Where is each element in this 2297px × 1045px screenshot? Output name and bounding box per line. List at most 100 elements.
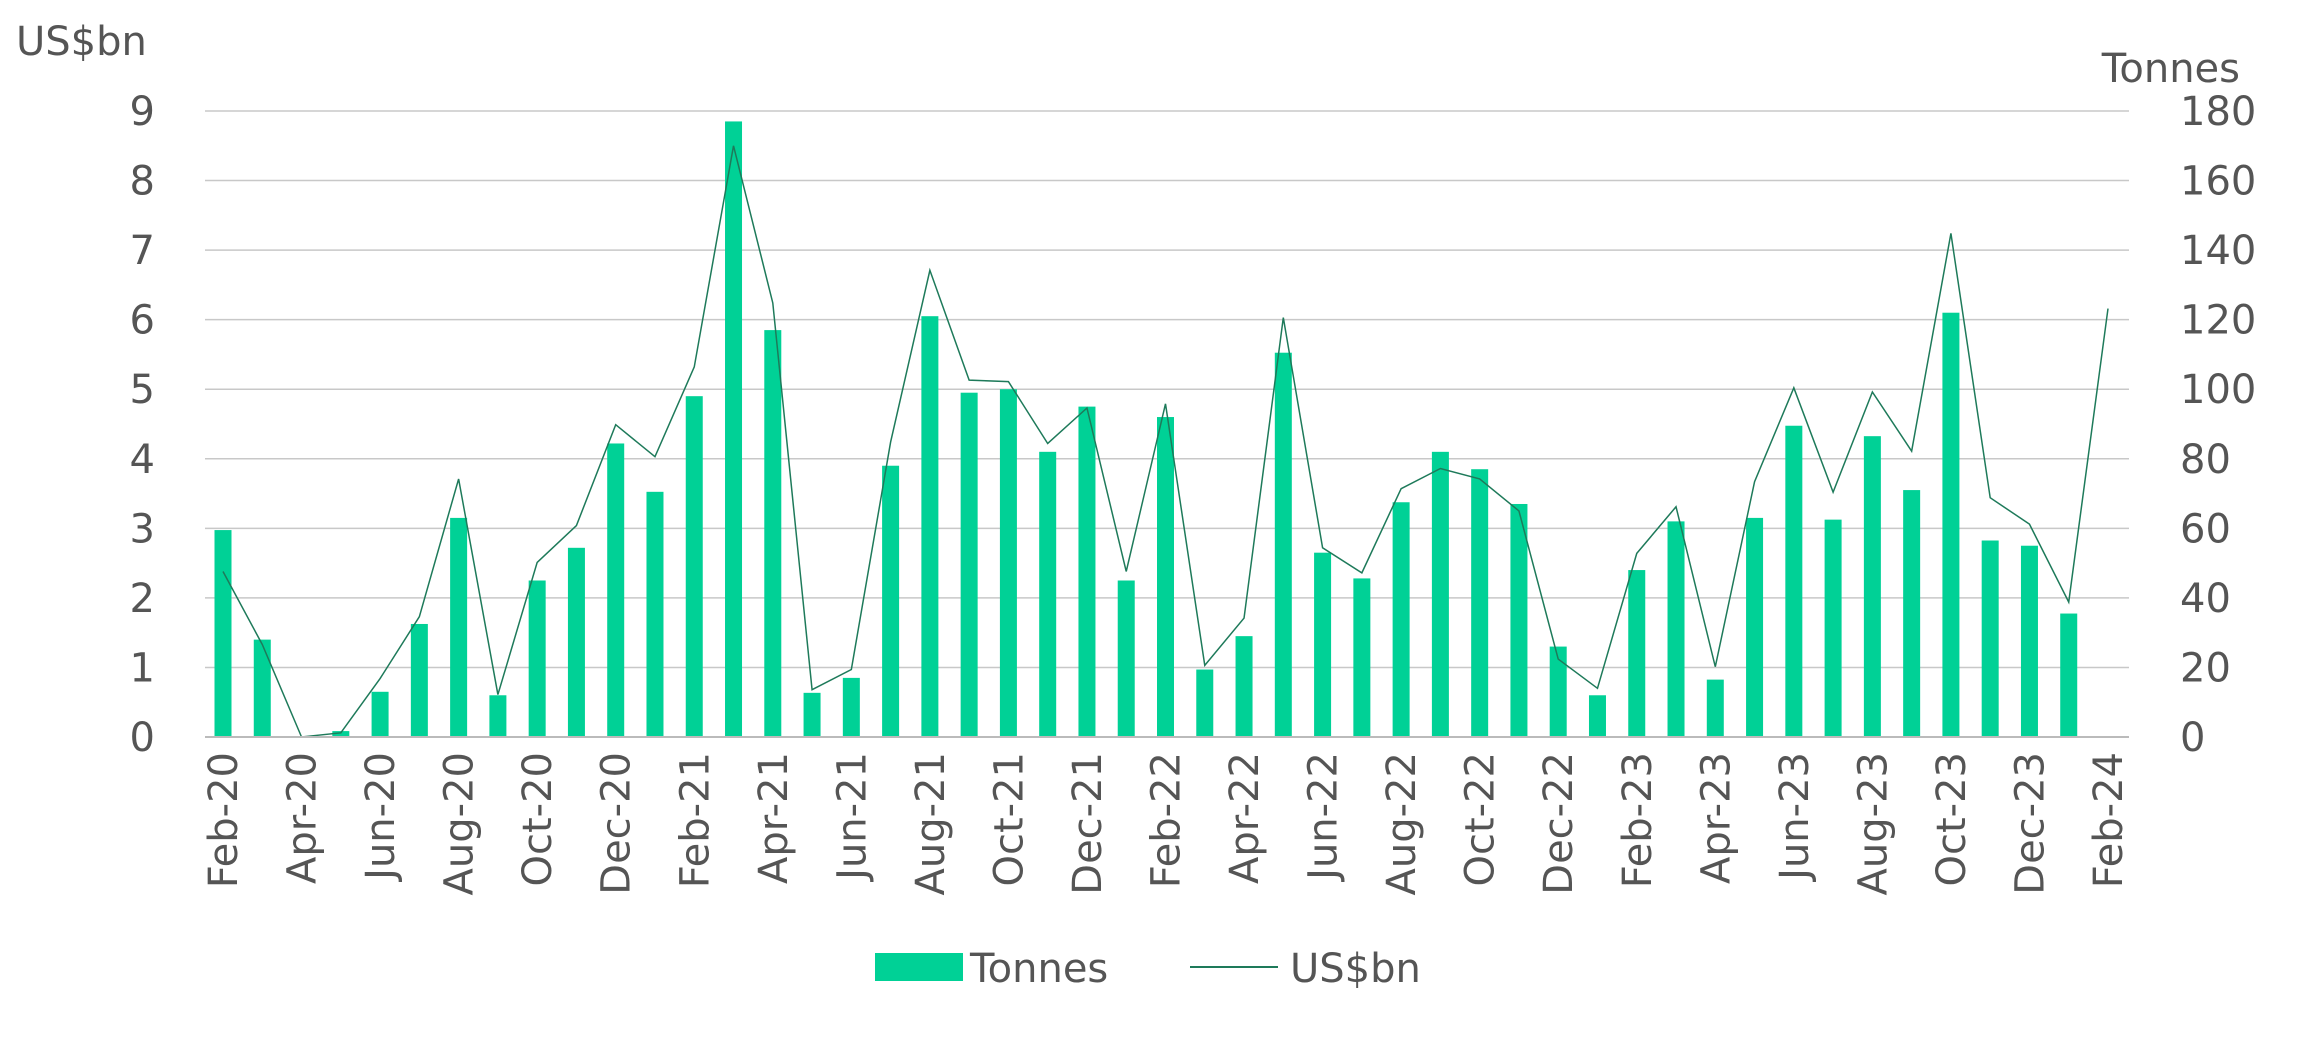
right-tick-label: 40 bbox=[2180, 576, 2231, 622]
right-tick-label: 0 bbox=[2180, 715, 2205, 761]
bar-Feb-21 bbox=[686, 396, 703, 737]
bar-Jun-23 bbox=[1785, 426, 1802, 737]
x-tick-label: Jun-23 bbox=[1772, 752, 1818, 883]
x-tick-label: Feb-24 bbox=[2086, 752, 2132, 888]
left-axis-ticks: 0 1 2 3 4 5 6 7 8 9 bbox=[130, 89, 155, 761]
bar-Mar-23 bbox=[1668, 521, 1685, 737]
right-tick-label: 120 bbox=[2180, 298, 2256, 344]
bar-Feb-20 bbox=[215, 530, 232, 737]
x-tick-label: Aug-22 bbox=[1379, 752, 1425, 895]
bar-Mar-21 bbox=[725, 121, 742, 737]
right-tick-label: 80 bbox=[2180, 437, 2231, 483]
x-tick-label: Jun-20 bbox=[358, 752, 404, 883]
left-tick-label: 8 bbox=[130, 159, 155, 205]
bar-May-22 bbox=[1275, 353, 1292, 737]
legend-label-tonnes: Tonnes bbox=[969, 946, 1108, 992]
bar-Apr-21 bbox=[764, 330, 781, 737]
bar-Jan-23 bbox=[1589, 695, 1606, 737]
bar-May-21 bbox=[804, 693, 821, 737]
left-tick-label: 4 bbox=[130, 437, 155, 483]
bar-Jul-22 bbox=[1353, 578, 1370, 737]
x-tick-label: Dec-21 bbox=[1065, 752, 1111, 895]
bar-series-tonnes bbox=[215, 121, 2078, 737]
x-tick-label: Aug-20 bbox=[437, 752, 483, 895]
bar-Oct-21 bbox=[1000, 389, 1017, 737]
bar-Aug-23 bbox=[1864, 436, 1881, 737]
right-tick-label: 160 bbox=[2180, 159, 2256, 205]
left-tick-label: 9 bbox=[130, 89, 155, 135]
left-tick-label: 3 bbox=[130, 506, 155, 552]
x-tick-label: Oct-21 bbox=[986, 752, 1032, 887]
bar-May-23 bbox=[1746, 518, 1763, 737]
x-tick-label: Apr-20 bbox=[280, 752, 326, 884]
right-tick-label: 100 bbox=[2180, 367, 2256, 413]
x-tick-label: Dec-20 bbox=[594, 752, 640, 895]
bar-Apr-23 bbox=[1707, 680, 1724, 737]
left-tick-label: 6 bbox=[130, 298, 155, 344]
right-axis-ticks: 0 20 40 60 80 100 120 140 160 180 bbox=[2180, 89, 2256, 761]
bar-Sep-21 bbox=[961, 393, 978, 737]
bar-Nov-22 bbox=[1510, 504, 1527, 737]
x-tick-label: Jun-21 bbox=[829, 752, 875, 883]
bar-Mar-20 bbox=[254, 640, 271, 737]
x-tick-label: Apr-22 bbox=[1222, 752, 1268, 884]
right-tick-label: 140 bbox=[2180, 228, 2256, 274]
x-tick-label: Apr-21 bbox=[751, 752, 797, 884]
bar-Apr-22 bbox=[1236, 636, 1253, 737]
bar-Jul-20 bbox=[411, 624, 428, 737]
bar-Aug-21 bbox=[921, 316, 938, 737]
legend-swatch-tonnes bbox=[875, 953, 963, 981]
bar-Aug-20 bbox=[450, 518, 467, 737]
left-tick-label: 2 bbox=[130, 576, 155, 622]
left-tick-label: 7 bbox=[130, 228, 155, 274]
x-tick-label: Feb-21 bbox=[672, 752, 718, 888]
left-tick-label: 0 bbox=[130, 715, 155, 761]
bar-Oct-20 bbox=[529, 581, 546, 738]
x-tick-label: Jun-22 bbox=[1301, 752, 1347, 883]
bar-Jan-21 bbox=[646, 492, 663, 737]
bar-Sep-20 bbox=[489, 695, 506, 737]
x-tick-label: Aug-21 bbox=[908, 752, 954, 895]
x-tick-label: Dec-23 bbox=[2007, 752, 2053, 895]
bar-Dec-21 bbox=[1078, 407, 1095, 737]
right-tick-label: 20 bbox=[2180, 645, 2231, 691]
left-axis-label: US$bn bbox=[16, 19, 147, 65]
bar-Nov-20 bbox=[568, 548, 585, 737]
left-tick-label: 1 bbox=[130, 645, 155, 691]
bar-Oct-22 bbox=[1471, 469, 1488, 737]
bar-Dec-22 bbox=[1550, 647, 1567, 737]
left-tick-label: 5 bbox=[130, 367, 155, 413]
x-tick-label: Oct-22 bbox=[1458, 752, 1504, 887]
right-axis-label: Tonnes bbox=[2101, 46, 2240, 92]
right-tick-label: 60 bbox=[2180, 506, 2231, 552]
bar-Feb-23 bbox=[1628, 570, 1645, 737]
bar-Aug-22 bbox=[1393, 502, 1410, 737]
bar-Oct-23 bbox=[1942, 313, 1959, 737]
bar-Jun-22 bbox=[1314, 553, 1331, 737]
bar-Dec-20 bbox=[607, 443, 624, 737]
bar-Dec-23 bbox=[2021, 546, 2038, 737]
bar-Nov-23 bbox=[1982, 541, 1999, 737]
bar-Feb-22 bbox=[1157, 417, 1174, 737]
x-tick-label: Oct-23 bbox=[1929, 752, 1975, 887]
x-tick-label: Dec-22 bbox=[1536, 752, 1582, 895]
bar-Sep-23 bbox=[1903, 490, 1920, 737]
legend-label-usbn: US$bn bbox=[1290, 946, 1421, 992]
right-tick-label: 180 bbox=[2180, 89, 2256, 135]
bar-Sep-22 bbox=[1432, 452, 1449, 737]
bar-Mar-22 bbox=[1196, 670, 1213, 737]
x-tick-label: Apr-23 bbox=[1693, 752, 1739, 884]
bar-Jul-21 bbox=[882, 466, 899, 737]
bar-Nov-21 bbox=[1039, 452, 1056, 737]
x-tick-label: Aug-23 bbox=[1850, 752, 1896, 895]
bar-Jul-23 bbox=[1825, 520, 1842, 737]
bar-Jun-20 bbox=[372, 692, 389, 737]
bar-Jun-21 bbox=[843, 678, 860, 737]
x-tick-label: Feb-22 bbox=[1144, 752, 1190, 888]
bar-Jan-24 bbox=[2060, 614, 2077, 737]
x-tick-label: Oct-20 bbox=[515, 752, 561, 887]
bar-Jan-22 bbox=[1118, 581, 1135, 738]
x-tick-label: Feb-23 bbox=[1615, 752, 1661, 888]
